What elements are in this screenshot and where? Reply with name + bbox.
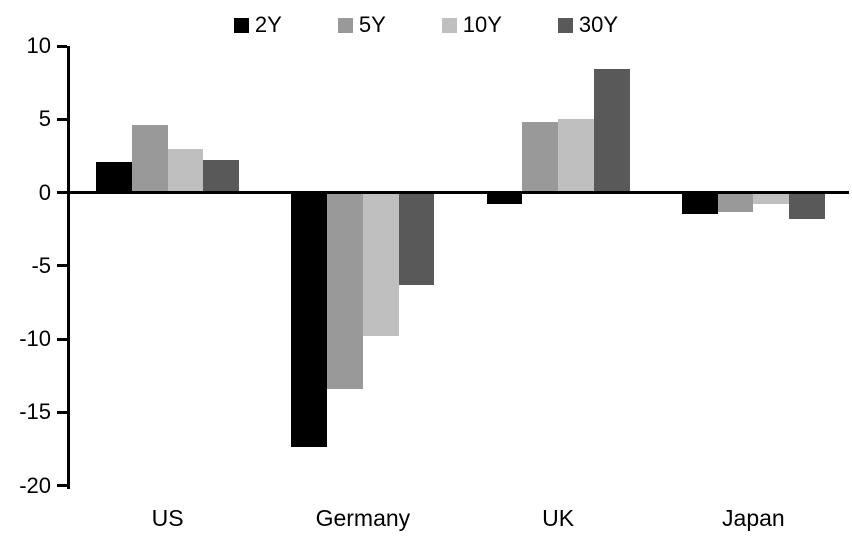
y-axis-tick (57, 264, 67, 268)
bar-germany-30y (398, 192, 435, 285)
bar-uk-10y (558, 119, 594, 193)
category-label-uk: UK (542, 505, 575, 531)
bar-us-2y (96, 161, 132, 193)
legend-label: 10Y (462, 12, 502, 37)
category-label-japan: Japan (722, 505, 785, 531)
y-axis (67, 46, 70, 489)
bar-japan-30y (789, 192, 825, 219)
y-tick-label: -5 (31, 252, 51, 278)
legend-item-2y: 2Y (233, 11, 282, 39)
bar-uk-5y (522, 122, 559, 193)
y-tick-label: -10 (19, 326, 51, 351)
bar-uk-30y (593, 69, 630, 193)
legend-item-30y: 30Y (557, 11, 619, 39)
bar-japan-2y (681, 192, 718, 215)
legend-item-5y: 5Y (337, 11, 386, 39)
legend-item-10y: 10Y (441, 11, 502, 39)
bar-japan-5y (717, 192, 754, 212)
legend-swatch-icon (233, 17, 249, 33)
bar-germany-5y (327, 192, 363, 389)
bar-us-10y (167, 148, 204, 193)
bar-us-30y (203, 160, 240, 193)
legend-swatch-icon (441, 17, 457, 33)
y-axis-tick (57, 191, 67, 194)
y-axis-tick (57, 337, 67, 341)
y-axis-tick (57, 44, 67, 48)
y-tick-label: -20 (19, 472, 51, 498)
bar-japan-10y (753, 192, 790, 205)
legend-label: 2Y (254, 12, 282, 37)
y-axis-tick (57, 117, 67, 121)
y-axis-tick (57, 484, 67, 487)
bar-germany-10y (362, 192, 399, 337)
y-tick-label: -15 (19, 399, 51, 425)
y-tick-label: 10 (26, 33, 51, 58)
legend-swatch-icon (557, 17, 573, 33)
category-label-germany: Germany (315, 505, 411, 531)
chart-legend: 2Y 5Y 10Y 30Y (0, 11, 852, 39)
y-axis-tick (57, 410, 67, 414)
x-axis-zero-line (70, 191, 849, 194)
bar-uk-2y (486, 192, 523, 205)
bar-germany-2y (291, 192, 328, 448)
bar-us-5y (131, 125, 168, 193)
legend-label: 30Y (578, 12, 619, 37)
y-tick-label: 5 (38, 106, 51, 132)
y-tick-label: 0 (38, 179, 51, 205)
legend-label: 5Y (358, 12, 386, 37)
legend-swatch-icon (337, 17, 353, 33)
category-label-us: US (151, 505, 184, 531)
